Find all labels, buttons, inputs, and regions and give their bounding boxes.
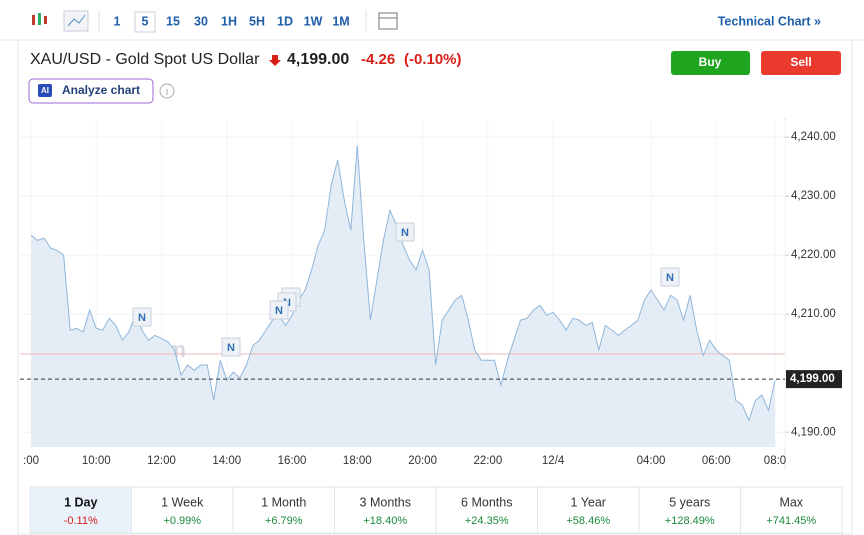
news-marker-label[interactable]: N — [666, 272, 674, 284]
period-label[interactable]: 1 Day — [64, 495, 97, 509]
period-change[interactable]: +24.35% — [465, 515, 509, 527]
interval[interactable]: 15 — [166, 14, 180, 28]
y-tick-label: 4,190.00 — [791, 426, 836, 438]
period-label[interactable]: 5 years — [669, 495, 710, 509]
price: 4,199.00 — [287, 51, 349, 68]
change-pct: (-0.10%) — [404, 51, 462, 68]
interval[interactable]: 5 — [142, 14, 149, 28]
y-tick-label: 4,220.00 — [791, 249, 836, 261]
sell-button[interactable] — [761, 51, 841, 75]
interval[interactable]: 30 — [194, 14, 208, 28]
buy-button[interactable] — [671, 51, 750, 75]
x-tick-label: 12:00 — [147, 455, 176, 467]
news-marker[interactable] — [395, 222, 415, 242]
y-tick-label: 4,210.00 — [791, 308, 836, 320]
change: -4.26 — [361, 51, 395, 68]
y-tick-label: 4,240.00 — [791, 131, 836, 143]
period-cell[interactable] — [537, 486, 640, 534]
buy-label[interactable]: Buy — [699, 55, 722, 69]
ai-badge — [38, 84, 52, 97]
area-fill — [31, 145, 775, 447]
period-label[interactable]: 6 Months — [461, 495, 512, 509]
info-icon[interactable] — [159, 83, 175, 99]
interval[interactable]: 1M — [332, 14, 349, 28]
period-cell[interactable] — [131, 486, 234, 534]
x-tick-label: :00 — [23, 455, 39, 467]
x-tick-label: 18:00 — [343, 455, 372, 467]
news-marker-label[interactable]: N — [138, 312, 146, 324]
candle-icon[interactable] — [32, 13, 47, 25]
technical-chart-link[interactable]: Technical Chart » — [718, 14, 821, 28]
interval[interactable]: 1W — [304, 14, 323, 28]
price-line — [30, 145, 776, 422]
current-price-label: 4,199.00 — [790, 373, 835, 385]
period-change[interactable]: +6.79% — [265, 515, 303, 527]
period-cell[interactable] — [334, 486, 437, 534]
news-marker-label[interactable]: N — [401, 227, 409, 239]
sell-label[interactable]: Sell — [790, 55, 811, 69]
interval[interactable]: 5H — [249, 14, 265, 28]
x-tick-label: 22:00 — [473, 455, 502, 467]
news-marker[interactable] — [269, 300, 289, 320]
period-label[interactable]: 1 Week — [161, 495, 204, 509]
x-tick-label: 12/4 — [542, 455, 565, 467]
period-change[interactable]: +128.49% — [665, 515, 715, 527]
period-label[interactable]: 1 Year — [571, 495, 606, 509]
interval[interactable]: 1H — [221, 14, 237, 28]
y-tick-label: 4,230.00 — [791, 190, 836, 202]
interval-active — [134, 11, 156, 33]
period-label[interactable]: 1 Month — [261, 495, 306, 509]
table-icon[interactable] — [378, 12, 398, 30]
area-icon-line — [67, 14, 86, 27]
period-change[interactable]: +58.46% — [566, 515, 610, 527]
news-marker[interactable] — [660, 267, 680, 287]
down-arrow — [269, 55, 281, 66]
period-change[interactable]: +18.40% — [363, 515, 407, 527]
period-cell[interactable] — [740, 486, 843, 534]
x-tick-label: 10:00 — [82, 455, 111, 467]
x-tick-label: 14:00 — [212, 455, 241, 467]
news-marker[interactable] — [132, 307, 152, 327]
interval[interactable]: 1 — [114, 14, 121, 28]
news-marker-label[interactable]: N — [227, 342, 235, 354]
instrument-title: XAU/USD - Gold Spot US Dollar — [30, 51, 260, 68]
news-marker[interactable] — [221, 337, 241, 357]
x-tick-label: 08:0 — [764, 455, 786, 467]
period-change[interactable]: -0.11% — [64, 515, 98, 527]
period-change[interactable]: +0.99% — [163, 515, 201, 527]
interval[interactable]: 1D — [277, 14, 293, 28]
x-tick-label: 16:00 — [278, 455, 307, 467]
current-price-box — [786, 370, 842, 389]
x-tick-label: 04:00 — [637, 455, 666, 467]
x-tick-label: 06:00 — [702, 455, 731, 467]
x-tick-label: 20:00 — [408, 455, 437, 467]
period-label[interactable]: 3 Months — [360, 495, 411, 509]
period-change[interactable]: +741.45% — [766, 515, 816, 527]
period-label[interactable]: Max — [779, 495, 803, 509]
ai-badge-text: AI — [41, 86, 49, 95]
period-cell[interactable] — [232, 486, 335, 534]
analyze-label[interactable]: Analyze chart — [62, 83, 140, 97]
period-cell[interactable] — [29, 486, 132, 534]
analyze-button[interactable] — [28, 78, 154, 104]
news-marker-label[interactable]: N — [275, 305, 283, 317]
